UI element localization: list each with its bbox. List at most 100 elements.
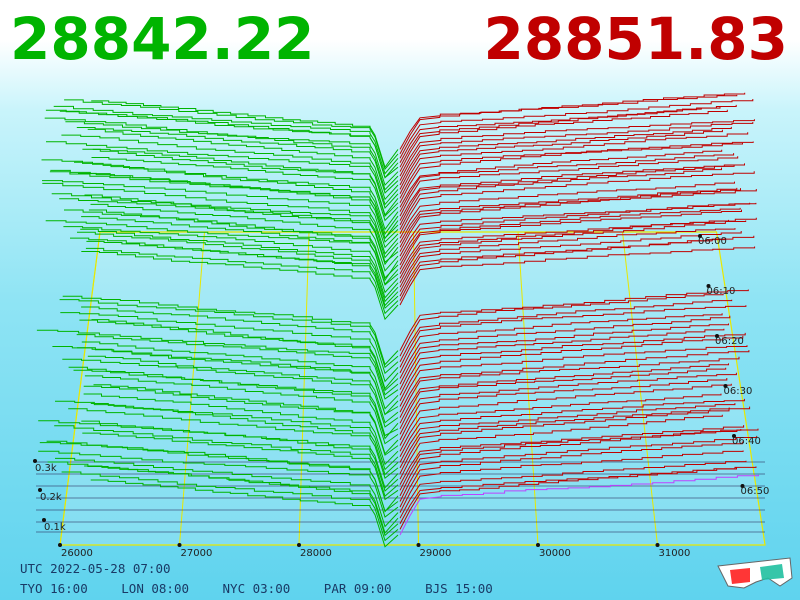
- ask-depth-line: [399, 305, 747, 368]
- ask-depth-line: [399, 428, 759, 491]
- bid-depth-line: [81, 420, 399, 492]
- ask-depth-line: [399, 171, 755, 235]
- timezone-bjs: BJS 15:00: [425, 581, 493, 596]
- bid-depth-line: [53, 105, 399, 175]
- price-tick-label: 30000: [539, 548, 571, 559]
- price-tick-marker: [655, 543, 660, 547]
- bid-depth-line: [41, 159, 399, 231]
- ask-depth-line: [399, 398, 745, 458]
- ask-depth-line: [399, 207, 741, 266]
- ask-depth-line: [399, 406, 751, 474]
- bid-depth-line: [81, 341, 399, 410]
- timezone-lon: LON 08:00: [121, 581, 189, 596]
- timezone-par: PAR 09:00: [323, 581, 392, 596]
- price-tick-marker: [416, 543, 421, 547]
- depth-tick-label: 0.2k: [40, 492, 62, 503]
- bid-depth-line: [84, 375, 399, 445]
- ask-depth-line: [399, 313, 723, 374]
- ask-depth-line: [399, 460, 747, 519]
- ask-depth-line: [399, 109, 728, 172]
- ask-depth-line: [399, 149, 723, 208]
- time-tick-marker: [732, 434, 736, 438]
- ask-depth-line: [399, 104, 737, 168]
- bid-price: 28842.22: [10, 5, 315, 73]
- ask-depth-line: [399, 345, 748, 407]
- time-tick-marker: [715, 334, 719, 338]
- ask-price: 28851.83: [483, 5, 788, 73]
- bid-depth-line: [82, 432, 399, 501]
- ask-depth-line: [399, 435, 758, 502]
- price-gridline: [622, 231, 658, 546]
- bid-depth-line: [90, 479, 399, 548]
- depth-tick-label: 0.1k: [44, 522, 66, 533]
- bid-depth-line: [59, 110, 399, 179]
- 3d-glasses-icon[interactable]: [716, 556, 794, 592]
- ask-depth-line: [399, 246, 756, 306]
- bid-depth-line: [46, 141, 399, 209]
- utc-timestamp: UTC 2022-05-28 07:00: [20, 561, 171, 576]
- timezone-row: TYO 16:00 LON 08:00 NYC 03:00 PAR 09:00 …: [20, 581, 519, 596]
- bid-depth-line: [86, 240, 399, 310]
- bid-depth-line: [38, 450, 399, 518]
- bid-depth-line: [90, 403, 399, 476]
- time-tick-marker: [698, 234, 702, 238]
- bid-depth-line: [59, 198, 399, 263]
- ask-depth-line: [399, 126, 732, 186]
- ask-depth-line: [399, 106, 721, 164]
- time-tick-marker: [723, 384, 728, 388]
- bid-depth-line: [73, 369, 399, 437]
- bid-depth-line: [81, 251, 399, 321]
- price-gridline: [298, 231, 310, 546]
- ask-depth-line: [399, 167, 722, 230]
- bid-depth-line: [80, 228, 399, 299]
- bid-depth-line: [55, 400, 399, 471]
- bid-depth-line: [61, 134, 399, 206]
- bid-depth-line: [61, 471, 399, 542]
- bid-depth-line: [81, 216, 399, 286]
- price-tick-marker: [297, 543, 301, 547]
- price-tick-label: 31000: [659, 548, 691, 559]
- ask-depth-line: [399, 187, 738, 244]
- bid-depth-line: [74, 161, 399, 235]
- ask-depth-line: [399, 209, 742, 270]
- ask-depth-line: [399, 441, 743, 508]
- bid-depth-line: [87, 355, 399, 424]
- ask-depth-line: [399, 219, 729, 279]
- bid-depth-line: [82, 148, 399, 216]
- bid-depth-line: [77, 231, 399, 303]
- bid-depth-line: [77, 347, 399, 416]
- bid-depth-line: [92, 148, 399, 218]
- price-tick-marker: [536, 543, 540, 547]
- depth-tick-marker: [33, 459, 37, 463]
- ask-depth-line: [399, 289, 749, 351]
- ask-depth-line: [399, 99, 754, 159]
- ask-depth-line: [399, 188, 741, 252]
- time-tick-label: 06:50: [741, 486, 770, 497]
- ask-depth-line: [399, 407, 730, 469]
- ask-depth-line: [399, 119, 755, 177]
- bid-depth-line: [51, 193, 399, 259]
- ask-depth-line: [399, 363, 729, 424]
- time-tick-label: 06:40: [732, 436, 761, 447]
- ask-depth-line: [399, 414, 723, 480]
- bid-depth-line: [59, 299, 399, 369]
- bid-depth-line: [62, 295, 399, 366]
- bid-depth-line: [52, 346, 399, 416]
- bid-depth-line: [45, 220, 399, 286]
- time-tick-label: 06:30: [724, 386, 753, 397]
- price-tick-marker: [177, 543, 182, 547]
- ask-depth-line: [399, 429, 742, 497]
- ask-depth-line: [399, 299, 733, 363]
- ask-depth-line: [399, 202, 757, 261]
- ask-depth-line: [399, 383, 732, 446]
- bid-depth-line: [54, 425, 399, 497]
- price-tick-label: 29000: [420, 548, 452, 559]
- depth-series: [36, 92, 759, 548]
- time-tick-label: 06:10: [707, 286, 736, 297]
- ask-depth-line: [399, 181, 735, 239]
- price-tick-marker: [58, 543, 62, 547]
- ask-depth-line: [399, 378, 728, 441]
- ask-depth-line: [399, 474, 759, 536]
- ask-depth-line: [399, 142, 743, 204]
- bid-depth-line: [85, 247, 399, 315]
